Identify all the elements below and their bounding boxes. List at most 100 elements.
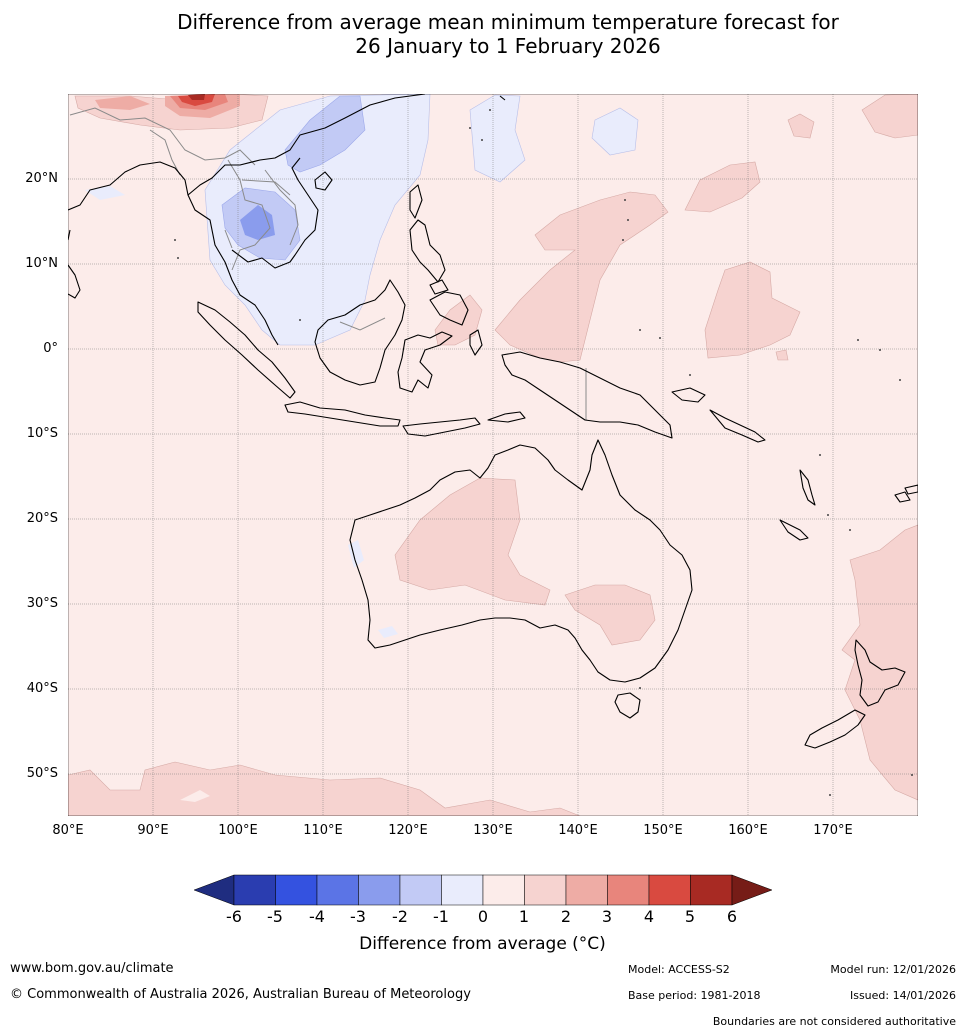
cool-anomaly-pacific-north <box>591 107 639 156</box>
map-title: Difference from average mean minimum tem… <box>0 10 965 58</box>
coast-halmahera <box>469 329 483 356</box>
coast-lesser-sunda <box>402 417 481 437</box>
colorbar-tick: -4 <box>309 907 325 926</box>
footer-copyright: © Commonwealth of Australia 2026, Austra… <box>10 987 471 1002</box>
colorbar-extend-high <box>731 874 773 906</box>
gridlines <box>68 94 918 816</box>
lon-label-140e: 140°E <box>558 823 598 838</box>
warm-anomaly-western-pacific <box>684 161 761 213</box>
warm-anomaly-areas <box>68 94 918 816</box>
warm-anomaly-tibet-6 <box>188 94 205 100</box>
warm-anomaly-southern-ocean <box>68 761 581 816</box>
lon-label-150e: 150°E <box>643 823 683 838</box>
footer-model-run: Model run: 12/01/2026 <box>830 963 956 976</box>
colorbar-tick: -5 <box>267 907 283 926</box>
lat-label-20s: 20°S <box>26 511 58 526</box>
lon-label-80e: 80°E <box>52 823 84 838</box>
coast-fiji <box>894 484 918 503</box>
coast-sri-lanka <box>68 229 71 241</box>
colorbar-swatch <box>275 874 318 906</box>
coast-gulf-thailand <box>231 157 319 269</box>
lat-label-40s: 40°S <box>26 681 58 696</box>
colorbar-tick: 3 <box>601 907 613 926</box>
coast-solomons <box>709 409 766 443</box>
coast-java <box>284 401 401 427</box>
warm-anomaly-south-australia <box>564 584 656 646</box>
map-title-line2: 26 January to 1 February 2026 <box>355 34 661 58</box>
coast-philippines-luzon <box>409 219 446 283</box>
colorbar-tick: 4 <box>643 907 655 926</box>
footer-model: Model: ACCESS-S2 <box>628 963 730 976</box>
colorbar-tick: -3 <box>350 907 366 926</box>
colorbar-tick: 6 <box>726 907 738 926</box>
lon-label-90e: 90°E <box>137 823 169 838</box>
coast-new-zealand-south <box>804 709 866 749</box>
cool-anomaly-southeast-asia <box>204 94 431 346</box>
warm-anomaly-central-pacific <box>704 261 801 359</box>
warm-anomaly-southern-ocean-hole <box>180 790 210 802</box>
lat-label-50s: 50°S <box>26 766 58 781</box>
cool-anomaly-bight <box>378 626 398 638</box>
lat-label-20n: 20°N <box>25 171 58 186</box>
coast-sumatra <box>197 301 296 399</box>
lat-label-10s: 10°S <box>26 426 58 441</box>
coast-india-asia <box>68 94 426 211</box>
map-area <box>68 94 918 816</box>
colorbar-tick: -1 <box>433 907 449 926</box>
colorbar-tick: -6 <box>226 907 242 926</box>
colorbar-swatch <box>648 874 691 906</box>
colorbar-swatch <box>441 874 484 906</box>
coast-india-west <box>68 264 81 299</box>
coast-borneo <box>314 279 406 386</box>
lat-label-10n: 10°N <box>25 256 58 271</box>
coast-taiwan <box>409 184 423 219</box>
coast-new-zealand-north <box>854 639 906 707</box>
colorbar-tick: -2 <box>392 907 408 926</box>
coast-philippines-visayas <box>429 279 449 295</box>
colorbar-extend-low <box>193 874 235 906</box>
colorbar-swatch <box>399 874 442 906</box>
coast-philippines-mindanao <box>429 291 469 326</box>
colorbar <box>193 874 773 906</box>
map-title-line1: Difference from average mean minimum tem… <box>177 10 839 34</box>
coast-tasmania <box>614 692 641 719</box>
country-boundaries <box>69 107 587 420</box>
warm-anomaly-marshall <box>775 349 789 361</box>
footer-url: www.bom.gov.au/climate <box>10 961 174 976</box>
colorbar-swatch <box>316 874 359 906</box>
lon-label-100e: 100°E <box>218 823 258 838</box>
coast-new-britain <box>671 387 706 403</box>
warm-anomaly-central-australia <box>394 477 551 606</box>
colorbar-swatch <box>482 874 525 906</box>
lat-label-0: 0° <box>43 341 58 356</box>
footer-disclaimer: Boundaries are not considered authoritat… <box>712 1015 956 1028</box>
footer-base-period: Base period: 1981-2018 <box>628 989 761 1002</box>
cool-anomaly-east-of-philippines <box>469 94 526 183</box>
lat-label-30s: 30°S <box>26 596 58 611</box>
lon-label-110e: 110°E <box>303 823 343 838</box>
coast-hainan <box>314 171 333 191</box>
cool-anomaly-bay-of-bengal <box>85 186 125 200</box>
warm-anomaly-north-pacific-1 <box>861 94 918 139</box>
colorbar-swatch <box>524 874 567 906</box>
warm-anomaly-pacific-equatorial <box>494 191 669 363</box>
lon-label-120e: 120°E <box>388 823 428 838</box>
colorbar-swatch <box>690 874 733 906</box>
small-islands <box>174 109 913 796</box>
colorbar-tick: 1 <box>518 907 530 926</box>
coast-vanuatu <box>799 469 816 506</box>
warm-anomaly-north-pacific-2 <box>787 113 815 139</box>
colorbar-swatch <box>358 874 401 906</box>
colorbar-tick: 0 <box>477 907 489 926</box>
cool-anomaly-thailand-core <box>240 205 275 240</box>
lon-label-160e: 160°E <box>728 823 768 838</box>
lon-label-170e: 170°E <box>813 823 853 838</box>
colorbar-swatch <box>233 874 276 906</box>
colorbar-swatch <box>565 874 608 906</box>
warm-anomaly-tasman-new-zealand <box>841 524 918 801</box>
coast-timor <box>487 411 526 423</box>
coastlines <box>68 94 918 749</box>
cool-anomaly-indochina <box>284 95 366 173</box>
coast-myanmar-malay <box>187 194 279 346</box>
